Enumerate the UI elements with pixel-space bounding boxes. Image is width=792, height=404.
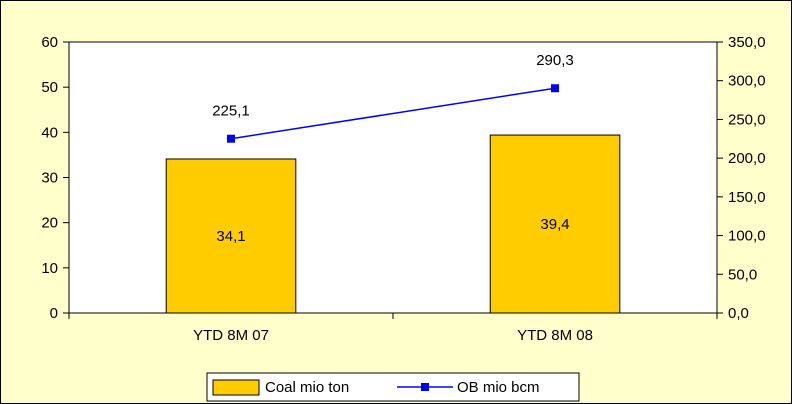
x-axis: YTD 8M 07 YTD 8M 08 (68, 313, 718, 344)
right-tick-label: 50,0 (728, 266, 757, 283)
right-tick-label: 100,0 (728, 228, 766, 245)
ob-line-path (230, 87, 556, 140)
right-tick-label: 250,0 (728, 111, 766, 128)
left-tick-label: 0 (50, 305, 58, 322)
right-tick-label: 150,0 (728, 189, 766, 206)
coal-bars: 34,1 39,4 (165, 134, 621, 314)
legend-bar-swatch (212, 379, 260, 396)
coal-bar-label: 39,4 (540, 216, 569, 233)
left-tick-label: 60 (41, 34, 58, 51)
right-y-axis: 0,0 50,0 100,0 150,0 200,0 250,0 300,0 350,0 (717, 34, 766, 322)
coal-bar (489, 134, 621, 314)
left-y-axis: 0 10 20 30 40 50 60 (41, 34, 69, 322)
ob-point-label: 225,1 (212, 103, 250, 120)
legend: Coal mio ton OB mio bcm (206, 372, 580, 402)
ob-point (227, 134, 235, 143)
right-tick-label: 200,0 (728, 150, 766, 167)
legend-ob-label: OB mio bcm (457, 379, 540, 396)
x-tick-label: YTD 8M 07 (193, 327, 269, 344)
coal-bar-label: 34,1 (216, 228, 245, 245)
legend-box (206, 372, 580, 402)
ob-point-label: 290,3 (536, 52, 574, 69)
left-tick-label: 40 (41, 124, 58, 141)
x-tick-label: YTD 8M 08 (517, 327, 593, 344)
left-tick-label: 20 (41, 215, 58, 232)
legend-coal-label: Coal mio ton (265, 379, 349, 396)
right-tick-label: 0,0 (728, 305, 749, 322)
legend-line-marker (421, 383, 429, 391)
right-tick-label: 350,0 (728, 34, 766, 51)
ob-line: 225,1 290,3 (212, 52, 574, 143)
left-tick-label: 30 (41, 170, 58, 187)
left-tick-label: 50 (41, 79, 58, 96)
ob-point (551, 84, 559, 93)
coal-bar (165, 158, 297, 314)
left-tick-label: 10 (41, 260, 58, 277)
right-tick-label: 300,0 (728, 73, 766, 90)
